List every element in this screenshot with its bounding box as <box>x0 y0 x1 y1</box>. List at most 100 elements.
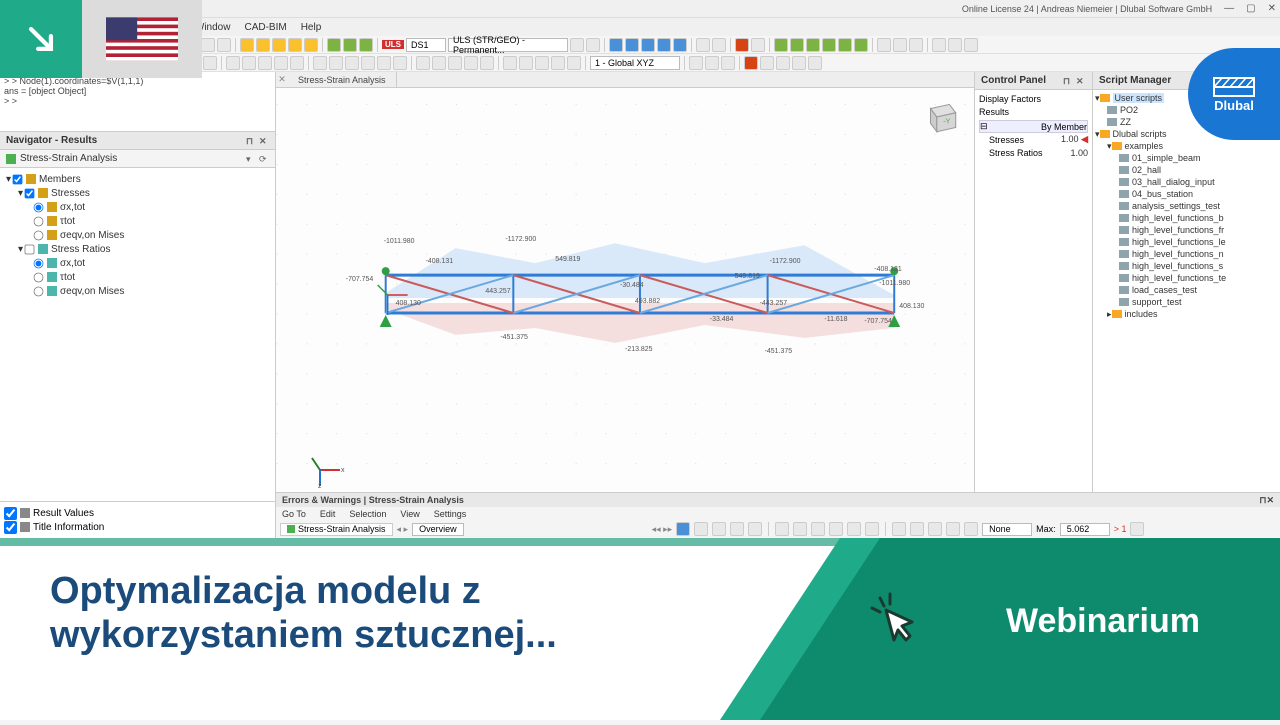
tool-icon[interactable] <box>811 522 825 536</box>
sm-file[interactable]: support_test <box>1095 296 1278 308</box>
tool-icon[interactable] <box>240 38 254 52</box>
tool-icon[interactable] <box>910 522 924 536</box>
tool-icon[interactable] <box>854 38 868 52</box>
tool-icon[interactable] <box>586 38 600 52</box>
tool-icon[interactable] <box>689 56 703 70</box>
tool-icon[interactable] <box>609 38 623 52</box>
tree-members[interactable]: ▾ Members <box>2 172 273 186</box>
tree-item[interactable]: σeqv,on Mises <box>2 228 273 242</box>
tool-icon[interactable] <box>776 56 790 70</box>
sm-file[interactable]: high_level_functions_n <box>1095 248 1278 260</box>
tool-icon[interactable] <box>877 38 891 52</box>
tool-icon[interactable] <box>519 56 533 70</box>
close-icon[interactable]: ✕ <box>259 136 269 146</box>
tool-icon[interactable] <box>290 56 304 70</box>
tool-icon[interactable] <box>464 56 478 70</box>
tool-icon[interactable] <box>201 38 215 52</box>
sm-folder[interactable]: ▸ includes <box>1095 308 1278 320</box>
tool-icon[interactable] <box>272 38 286 52</box>
tool-icon[interactable] <box>735 38 749 52</box>
tool-icon[interactable] <box>865 522 879 536</box>
tool-icon[interactable] <box>892 522 906 536</box>
tool-icon[interactable] <box>893 38 907 52</box>
tool-icon[interactable] <box>847 522 861 536</box>
tool-icon[interactable] <box>774 38 788 52</box>
tool-icon[interactable] <box>748 522 762 536</box>
sm-folder[interactable]: ▾ examples <box>1095 140 1278 152</box>
tool-icon[interactable] <box>327 38 341 52</box>
tool-icon[interactable] <box>570 38 584 52</box>
tool-icon[interactable] <box>361 56 375 70</box>
tool-icon[interactable] <box>625 38 639 52</box>
tool-icon[interactable] <box>775 522 789 536</box>
tab-close-icon[interactable]: ✕ <box>276 74 288 85</box>
tool-icon[interactable] <box>932 38 946 52</box>
tool-icon[interactable] <box>822 38 836 52</box>
tool-icon[interactable] <box>928 522 942 536</box>
tool-icon[interactable] <box>343 38 357 52</box>
tool-icon[interactable] <box>657 38 671 52</box>
viewport-tab[interactable]: Stress-Strain Analysis <box>288 72 397 87</box>
tool-icon[interactable] <box>730 522 744 536</box>
navigator-subheader[interactable]: Stress-Strain Analysis ▾ ⟳ <box>0 150 275 168</box>
tool-icon[interactable] <box>448 56 462 70</box>
bp-menu-goto[interactable]: Go To <box>282 509 306 519</box>
tool-icon[interactable] <box>274 56 288 70</box>
tool-icon[interactable] <box>696 38 710 52</box>
viewport-canvas[interactable]: -1011.980 -408.131 -1172.900 549.819 -70… <box>276 88 974 538</box>
tool-icon[interactable] <box>203 56 217 70</box>
tool-icon[interactable] <box>304 38 318 52</box>
menu-help[interactable]: Help <box>301 22 322 33</box>
close-icon[interactable]: ✕ <box>1076 76 1086 86</box>
tool-icon[interactable] <box>377 56 391 70</box>
tool-icon[interactable] <box>721 56 735 70</box>
tool-icon[interactable] <box>909 38 923 52</box>
close-button[interactable]: ✕ <box>1268 3 1276 14</box>
tree-item[interactable]: τtot <box>2 270 273 284</box>
opt-result-values[interactable]: Result Values <box>4 506 271 520</box>
tool-icon[interactable] <box>676 522 690 536</box>
tool-icon[interactable] <box>964 522 978 536</box>
sm-file[interactable]: analysis_settings_test <box>1095 200 1278 212</box>
tool-icon[interactable] <box>258 56 272 70</box>
tool-icon[interactable] <box>1130 522 1144 536</box>
tool-icon[interactable] <box>712 522 726 536</box>
pin-icon[interactable]: ⊓ <box>1063 76 1073 86</box>
tree-item[interactable]: τtot <box>2 214 273 228</box>
tool-icon[interactable] <box>838 38 852 52</box>
sm-file[interactable]: high_level_functions_le <box>1095 236 1278 248</box>
bp-combo-none[interactable]: None <box>982 523 1032 536</box>
chevron-down-icon[interactable]: ▾ <box>246 154 256 164</box>
tool-icon[interactable] <box>705 56 719 70</box>
tool-icon[interactable] <box>744 56 758 70</box>
tool-icon[interactable] <box>503 56 517 70</box>
tool-icon[interactable] <box>329 56 343 70</box>
combo-loadcase[interactable]: ULS (STR/GEO) - Permanent... <box>448 38 568 52</box>
tool-icon[interactable] <box>416 56 430 70</box>
orientation-cube[interactable]: -Y <box>920 96 962 138</box>
tool-icon[interactable] <box>829 522 843 536</box>
tool-icon[interactable] <box>313 56 327 70</box>
tool-icon[interactable] <box>806 38 820 52</box>
tool-icon[interactable] <box>712 38 726 52</box>
sm-file[interactable]: 04_bus_station <box>1095 188 1278 200</box>
tool-icon[interactable] <box>673 38 687 52</box>
bp-menu-selection[interactable]: Selection <box>349 509 386 519</box>
tool-icon[interactable] <box>359 38 373 52</box>
sm-file[interactable]: load_cases_test <box>1095 284 1278 296</box>
tool-icon[interactable] <box>946 522 960 536</box>
sm-file[interactable]: high_level_functions_s <box>1095 260 1278 272</box>
tree-item[interactable]: σx,tot <box>2 200 273 214</box>
sm-file[interactable]: high_level_functions_fr <box>1095 224 1278 236</box>
tool-icon[interactable] <box>567 56 581 70</box>
bp-tab[interactable]: Stress-Strain Analysis <box>280 523 393 536</box>
sm-file[interactable]: high_level_functions_te <box>1095 272 1278 284</box>
tool-icon[interactable] <box>535 56 549 70</box>
tool-icon[interactable] <box>432 56 446 70</box>
combo-coordsys[interactable]: 1 - Global XYZ <box>590 56 680 70</box>
tree-ratios[interactable]: ▾ Stress Ratios <box>2 242 273 256</box>
tool-icon[interactable] <box>792 56 806 70</box>
tool-icon[interactable] <box>226 56 240 70</box>
bp-menu-settings[interactable]: Settings <box>434 509 467 519</box>
tool-icon[interactable] <box>694 522 708 536</box>
